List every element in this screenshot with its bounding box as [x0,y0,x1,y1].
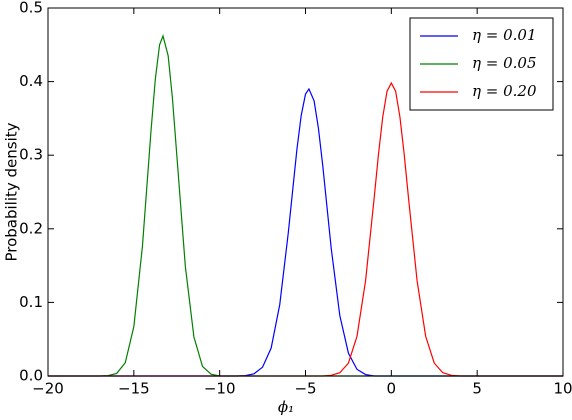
y-tick-label: 0.3 [19,146,43,164]
series-line [48,87,563,377]
x-tick-label: −10 [204,380,236,398]
legend-label: η = 0.20 [472,82,537,100]
y-axis-label: Probability density [3,122,21,261]
legend-label: η = 0.05 [472,54,537,72]
legend-label: η = 0.01 [472,26,537,44]
y-tick-label: 0.2 [19,219,43,237]
series-line [48,34,563,377]
y-tick-label: 0.0 [19,367,43,385]
x-tick-label: 10 [553,380,572,398]
y-tick-label: 0.4 [19,72,43,90]
series-line [48,81,563,377]
x-tick-label: −15 [118,380,150,398]
y-tick-label: 0.1 [19,293,43,311]
y-tick-label: 0.5 [19,0,43,17]
x-tick-label: −20 [32,380,64,398]
x-axis-label: ϕ₁ [278,398,294,416]
x-tick-label: 0 [387,380,397,398]
legend: η = 0.01 η = 0.05 η = 0.20 [409,17,554,111]
x-tick-label: −5 [294,380,316,398]
x-tick-label: 5 [472,380,482,398]
